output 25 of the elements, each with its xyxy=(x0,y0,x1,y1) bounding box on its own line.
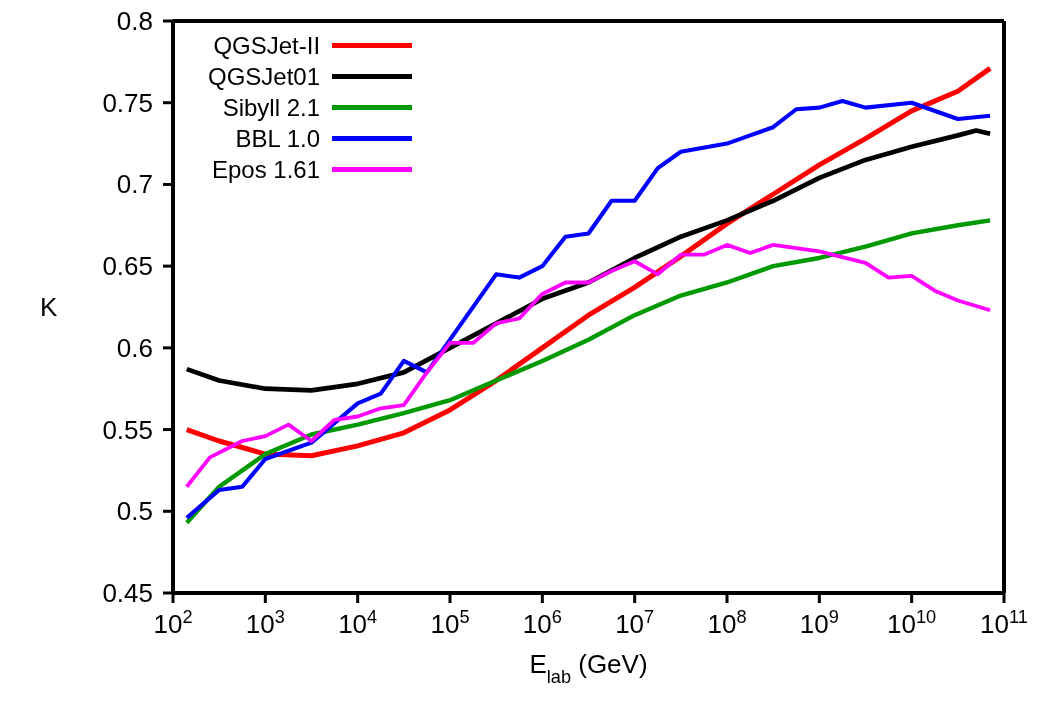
x-tick-label: 10$^{8}$ xyxy=(707,607,747,639)
x-tick-label: 10$^{2}$ xyxy=(153,607,193,639)
legend-label: QGSJet01 xyxy=(208,62,321,92)
x-tick-label: 10$^{6}$ xyxy=(522,607,562,639)
y-axis-title: K xyxy=(40,292,58,322)
x-tick-label: 10$^{3}$ xyxy=(245,607,285,639)
legend-label: BBL 1.0 xyxy=(235,124,321,154)
x-tick-label: 10$^{4}$ xyxy=(338,607,378,639)
x-tick-label: 10$^{10}$ xyxy=(887,607,937,639)
y-tick-label: 0.45 xyxy=(102,578,153,608)
legend-label: Sibyll 2.1 xyxy=(222,93,321,123)
legend-label: QGSJet-II xyxy=(213,31,321,61)
y-tick-label: 0.8 xyxy=(116,6,153,36)
y-tick-label: 0.5 xyxy=(116,496,153,527)
y-tick-label: 0.65 xyxy=(102,251,153,282)
x-axis-title: E$_{lab}$ (GeV) xyxy=(529,649,648,687)
y-tick-label: 0.75 xyxy=(102,87,153,118)
legend-label: Epos 1.61 xyxy=(211,155,321,185)
y-tick-label: 0.7 xyxy=(116,169,153,200)
x-tick-label: 10$^{11}$ xyxy=(980,607,1028,639)
x-tick-label: 10$^{9}$ xyxy=(799,607,839,639)
x-tick-label: 10$^{7}$ xyxy=(615,607,655,639)
x-tick-label: 10$^{5}$ xyxy=(430,607,470,639)
y-tick-label: 0.55 xyxy=(102,414,153,445)
y-tick-label: 0.6 xyxy=(116,332,153,363)
